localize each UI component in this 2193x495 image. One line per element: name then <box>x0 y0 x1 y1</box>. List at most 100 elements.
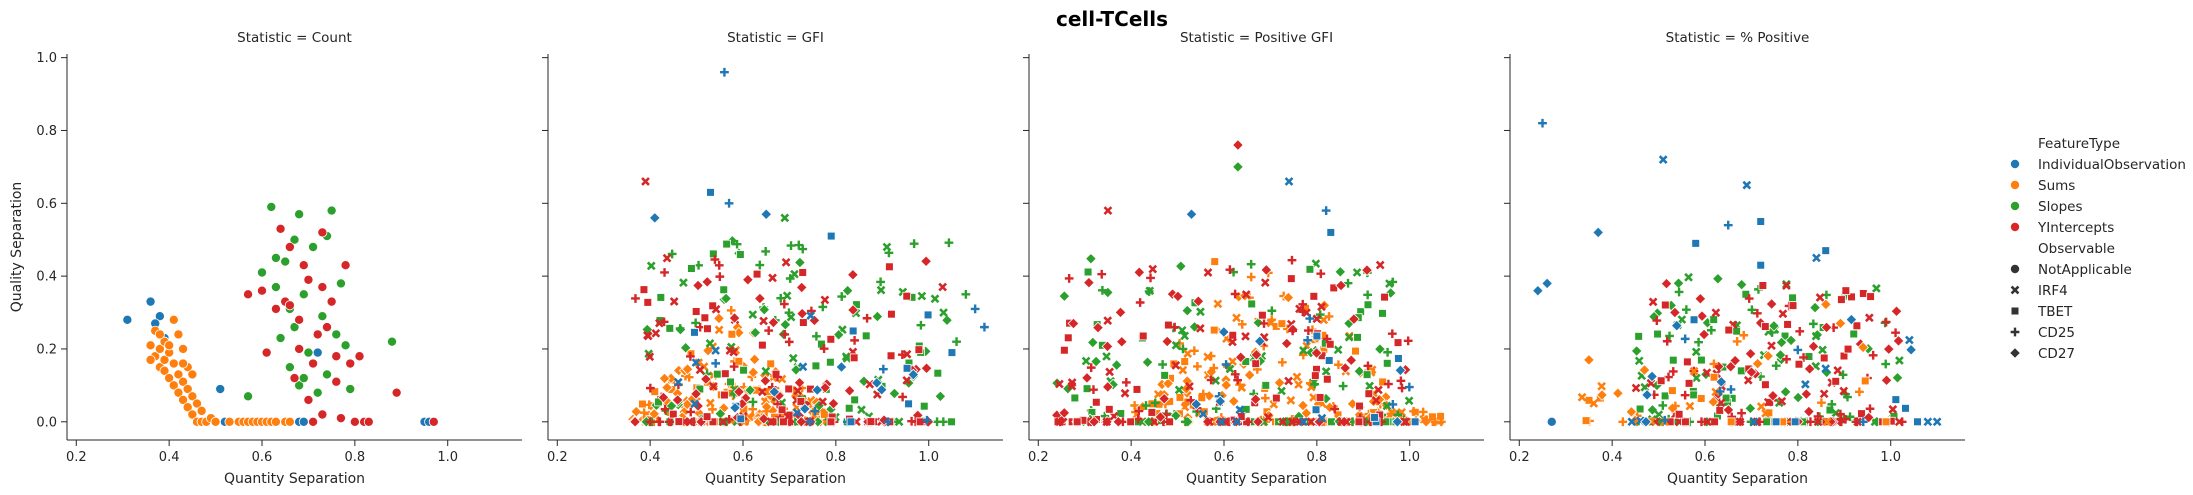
point-yintercepts <box>317 227 328 238</box>
point-yintercepts <box>708 417 718 427</box>
point-slopes <box>1247 299 1257 309</box>
point-slopes <box>1388 277 1398 287</box>
point-individualobservation <box>1821 246 1831 255</box>
point-slopes <box>1321 367 1331 376</box>
point-yintercepts <box>1735 417 1745 427</box>
point-individualobservation <box>1391 415 1404 428</box>
point-yintercepts <box>827 397 840 410</box>
point-slopes <box>947 417 956 427</box>
point-yintercepts <box>1652 316 1662 325</box>
point-slopes <box>1180 331 1190 341</box>
point-individualobservation <box>792 408 802 417</box>
point-yintercepts <box>692 279 704 292</box>
point-slopes <box>1338 381 1348 391</box>
point-individualobservation <box>1410 417 1420 427</box>
point-sums <box>1820 298 1832 311</box>
point-slopes <box>1658 401 1668 410</box>
point-yintercepts <box>686 407 696 417</box>
point-yintercepts <box>1133 414 1143 424</box>
point-yintercepts <box>317 409 328 420</box>
panel-title: Statistic = % Positive <box>1666 30 1810 46</box>
point-sums <box>1670 401 1680 411</box>
point-slopes <box>1158 360 1167 369</box>
x-tick-label: 0.2 <box>1028 450 1049 465</box>
point-yintercepts <box>1161 335 1174 348</box>
point-yintercepts <box>1158 392 1171 405</box>
point-slopes <box>1171 340 1181 350</box>
point-yintercepts <box>321 322 332 333</box>
point-yintercepts <box>703 324 712 334</box>
point-sums <box>1273 376 1286 389</box>
point-sums <box>1210 257 1220 266</box>
point-slopes <box>842 353 852 363</box>
point-sums <box>182 402 193 413</box>
point-yintercepts <box>702 412 712 421</box>
point-sums <box>706 398 715 408</box>
point-yintercepts <box>1243 417 1253 427</box>
point-slopes <box>941 314 953 327</box>
point-individualobservation <box>923 310 933 320</box>
point-sums <box>168 380 179 391</box>
point-sums <box>661 381 673 394</box>
point-sums <box>748 353 761 366</box>
point-individualobservation <box>835 361 848 373</box>
point-yintercepts <box>1703 417 1712 427</box>
point-slopes <box>1775 336 1788 349</box>
point-individualobservation <box>1235 405 1245 415</box>
point-slopes <box>1353 333 1362 342</box>
point-sums <box>684 372 694 382</box>
point-yintercepts <box>1115 335 1128 348</box>
point-yintercepts <box>902 375 912 385</box>
point-individualobservation <box>1232 417 1242 427</box>
point-slopes <box>785 274 795 283</box>
point-yintercepts <box>1722 404 1735 416</box>
point-yintercepts <box>1819 389 1829 399</box>
point-slopes <box>1811 331 1821 341</box>
legend-label: Slopes <box>2038 199 2083 215</box>
point-yintercepts <box>1280 337 1293 350</box>
point-yintercepts <box>1384 379 1393 389</box>
point-sums <box>1260 393 1270 403</box>
point-yintercepts <box>818 397 828 407</box>
point-slopes <box>1706 325 1716 335</box>
point-yintercepts <box>725 346 735 355</box>
point-slopes <box>298 289 309 300</box>
point-yintercepts <box>674 417 684 426</box>
point-sums <box>145 354 156 365</box>
point-sums <box>1761 408 1770 418</box>
point-yintercepts <box>1799 353 1808 362</box>
point-sums <box>182 384 193 395</box>
point-slopes <box>1141 356 1154 369</box>
point-sums <box>726 306 736 315</box>
point-yintercepts <box>312 329 323 340</box>
point-slopes <box>812 331 821 341</box>
point-yintercepts <box>1055 417 1065 427</box>
point-yintercepts <box>1170 322 1180 332</box>
point-individualobservation <box>805 417 815 427</box>
point-yintercepts <box>695 322 705 332</box>
point-sums <box>173 387 184 398</box>
point-slopes <box>1634 356 1644 366</box>
point-yintercepts <box>270 303 281 314</box>
point-individualobservation <box>1388 400 1398 409</box>
point-yintercepts <box>303 394 314 405</box>
point-yintercepts <box>340 260 351 271</box>
point-slopes <box>1653 329 1662 339</box>
point-yintercepts <box>1146 273 1155 283</box>
x-tick-label: 1.0 <box>918 450 939 465</box>
point-slopes <box>326 205 337 216</box>
point-sums <box>1689 366 1699 376</box>
point-yintercepts <box>1311 371 1320 380</box>
point-individualobservation <box>1190 398 1203 411</box>
point-yintercepts <box>1118 417 1128 427</box>
point-slopes <box>1665 331 1674 341</box>
point-yintercepts <box>700 313 710 323</box>
point-slopes <box>1211 376 1221 386</box>
point-yintercepts <box>294 314 305 325</box>
point-yintercepts <box>1716 398 1726 408</box>
point-sums <box>1696 394 1706 403</box>
point-sums <box>1277 319 1287 328</box>
point-slopes <box>270 282 281 293</box>
point-yintercepts <box>1715 406 1725 415</box>
point-slopes <box>1838 370 1848 380</box>
